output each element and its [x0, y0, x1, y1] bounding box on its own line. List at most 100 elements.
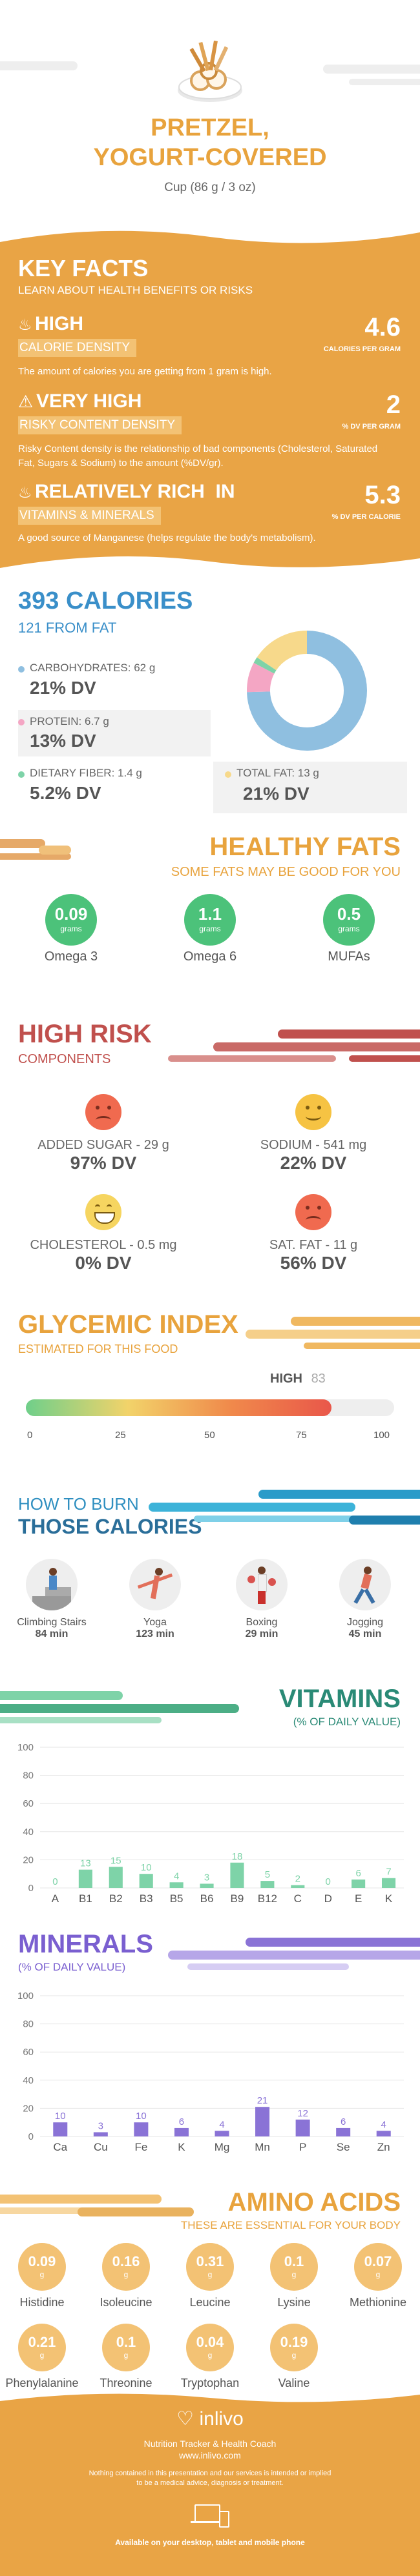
y-tick-label: 20 [23, 1854, 34, 1865]
risk-dv: 0% DV [75, 1253, 132, 1273]
risk-sat-fat: SAT. FAT - 11 g 56% DV [223, 1194, 404, 1273]
decor-stripe [0, 1691, 123, 1700]
x-tick-label: B3 [140, 1892, 153, 1905]
bar-value-label: 6 [179, 2116, 184, 2127]
fact-value: 5.3 [364, 481, 401, 509]
y-tick-label: 100 [17, 1742, 34, 1753]
fat-item-label: Omega 6 [183, 949, 237, 964]
carbs-dv: 21% DV [30, 678, 96, 698]
bar-Ca [53, 2122, 68, 2136]
protein-dv: 13% DV [30, 731, 96, 751]
fact-desc: A good source of Manganese (helps regula… [18, 532, 316, 543]
gi-tick: 75 [296, 1430, 307, 1441]
fat-item-blob: 0.09 grams [45, 894, 97, 946]
x-tick-label: Cu [94, 2141, 108, 2153]
amino-value: 0.07 [364, 2253, 392, 2269]
burn-item-boxing: Boxing 29 min [216, 1559, 307, 1640]
footer-section: ♡ inlivo Nutrition Tracker & Health Coac… [0, 2388, 420, 2576]
burn-title-2: THOSE CALORIES [18, 1515, 202, 1538]
bar-B9 [230, 1862, 244, 1888]
heart-icon: ♡ [176, 2408, 194, 2429]
fact-vitamins-minerals: ♨ RELATIVELY RICH IN VITAMINS & MINERALS… [18, 481, 406, 552]
fact-label-1: HIGH [35, 313, 83, 334]
bar-Mn [255, 2107, 270, 2136]
warning-icon: ⚠ [18, 392, 34, 411]
calories-title: 393 CALORIES [18, 587, 193, 614]
brand-name: inlivo [199, 2408, 244, 2429]
decor-stripe [349, 1055, 420, 1062]
boxing-icon [236, 1559, 288, 1610]
x-tick-label: E [355, 1892, 362, 1905]
fat-dv: 21% DV [243, 784, 310, 804]
fat-item-unit: grams [199, 924, 221, 933]
footer-disclaimer-1: Nothing contained in this presentation a… [89, 2470, 331, 2477]
donut-slice-protein [247, 662, 275, 693]
amino-blob: 0.1 g [102, 2324, 150, 2371]
fact-label-2: VITAMINS & MINERALS [18, 507, 161, 525]
bar-value-label: 6 [355, 1868, 361, 1879]
burn-item-stairs: Climbing Stairs 84 min [6, 1559, 97, 1640]
decor-stripe [168, 1055, 336, 1062]
risk-dv: 97% DV [70, 1153, 137, 1173]
bar-B12 [260, 1881, 275, 1888]
risk-label: SODIUM - 541 mg [260, 1138, 367, 1152]
gi-tick: 100 [373, 1430, 390, 1441]
high-risk-section: HIGH RISK COMPONENTS ADDED SUGAR - 29 g … [0, 988, 420, 1291]
x-tick-label: B5 [170, 1892, 184, 1905]
bar-value-label: 7 [386, 1867, 391, 1878]
burn-label: Climbing Stairs [17, 1617, 87, 1628]
smile-face-icon [295, 1094, 331, 1130]
high-risk-title: HIGH RISK [18, 1020, 152, 1048]
bar-Cu [93, 2132, 108, 2136]
bar-Fe [134, 2122, 149, 2136]
bar-value-label: 21 [257, 2095, 268, 2106]
amino-value: 0.31 [196, 2253, 224, 2269]
fiber-dot [18, 771, 25, 778]
bar-value-label: 10 [136, 2111, 147, 2122]
footer-disclaimer-2: to be a medical advice, diagnosis or tre… [136, 2479, 284, 2487]
bar-value-label: 10 [141, 1862, 152, 1873]
risk-added-sugar: ADDED SUGAR - 29 g 97% DV [13, 1094, 194, 1173]
carbs-label: CARBOHYDRATES: 62 g [30, 662, 156, 674]
fat-item-label: Omega 3 [44, 949, 98, 964]
footer-available: Available on your desktop, tablet and mo… [115, 2538, 305, 2547]
healthy-fats-subtitle: SOME FATS MAY BE GOOD FOR YOU [171, 865, 401, 879]
fat-item-mufas: 0.5 grams MUFAs [310, 894, 388, 964]
decor-stripe [291, 1317, 420, 1326]
footer-url[interactable]: www.inlivo.com [179, 2450, 241, 2460]
x-tick-label: Mg [215, 2141, 230, 2153]
calories-subtitle: 121 FROM FAT [18, 620, 117, 636]
serving-size: Cup (86 g / 3 oz) [164, 181, 256, 194]
x-tick-label: K [178, 2141, 185, 2153]
healthy-fats-title: HEALTHY FATS [209, 833, 401, 861]
donut-slice-fiber [253, 657, 277, 674]
fact-desc: The amount of calories you are getting f… [18, 366, 272, 377]
decor-stripe [246, 1938, 420, 1947]
header-section: PRETZEL, YOGURT-COVERED Cup (86 g / 3 oz… [0, 0, 420, 236]
high-risk-subtitle: COMPONENTS [18, 1052, 111, 1066]
decor-stripe [194, 1516, 420, 1522]
burn-label: Boxing [246, 1617, 278, 1628]
decor-stripe [0, 2207, 84, 2214]
risk-dv: 22% DV [280, 1153, 347, 1173]
minerals-subtitle: (% OF DAILY VALUE) [18, 1961, 126, 1973]
risk-label: CHOLESTEROL - 0.5 mg [30, 1238, 177, 1252]
amino-label: Tryptophan [180, 2377, 240, 2389]
amino-blob: 0.1 g [270, 2243, 318, 2291]
x-tick-label: Ca [53, 2141, 67, 2153]
bar-value-label: 4 [219, 2119, 224, 2130]
x-tick-label: B2 [109, 1892, 123, 1905]
fact-risky-density: ⚠ VERY HIGH RISKY CONTENT DENSITY 2 % DV… [18, 390, 406, 474]
fiber-block: DIETARY FIBER: 1.4 g 5.2% DV [18, 767, 199, 812]
bar-E [352, 1879, 366, 1888]
bar-B6 [200, 1883, 214, 1888]
amino-unit: g [207, 2351, 213, 2360]
risk-label: ADDED SUGAR - 29 g [37, 1138, 169, 1152]
fat-item-blob: 0.5 grams [323, 894, 375, 946]
decor-stripe [0, 1717, 162, 1723]
bar-value-label: 10 [55, 2111, 66, 2122]
amino-value: 0.09 [28, 2253, 56, 2269]
amino-value: 0.1 [116, 2334, 136, 2350]
donut-slice-fat [257, 631, 308, 671]
decor-stripe [304, 1343, 420, 1349]
